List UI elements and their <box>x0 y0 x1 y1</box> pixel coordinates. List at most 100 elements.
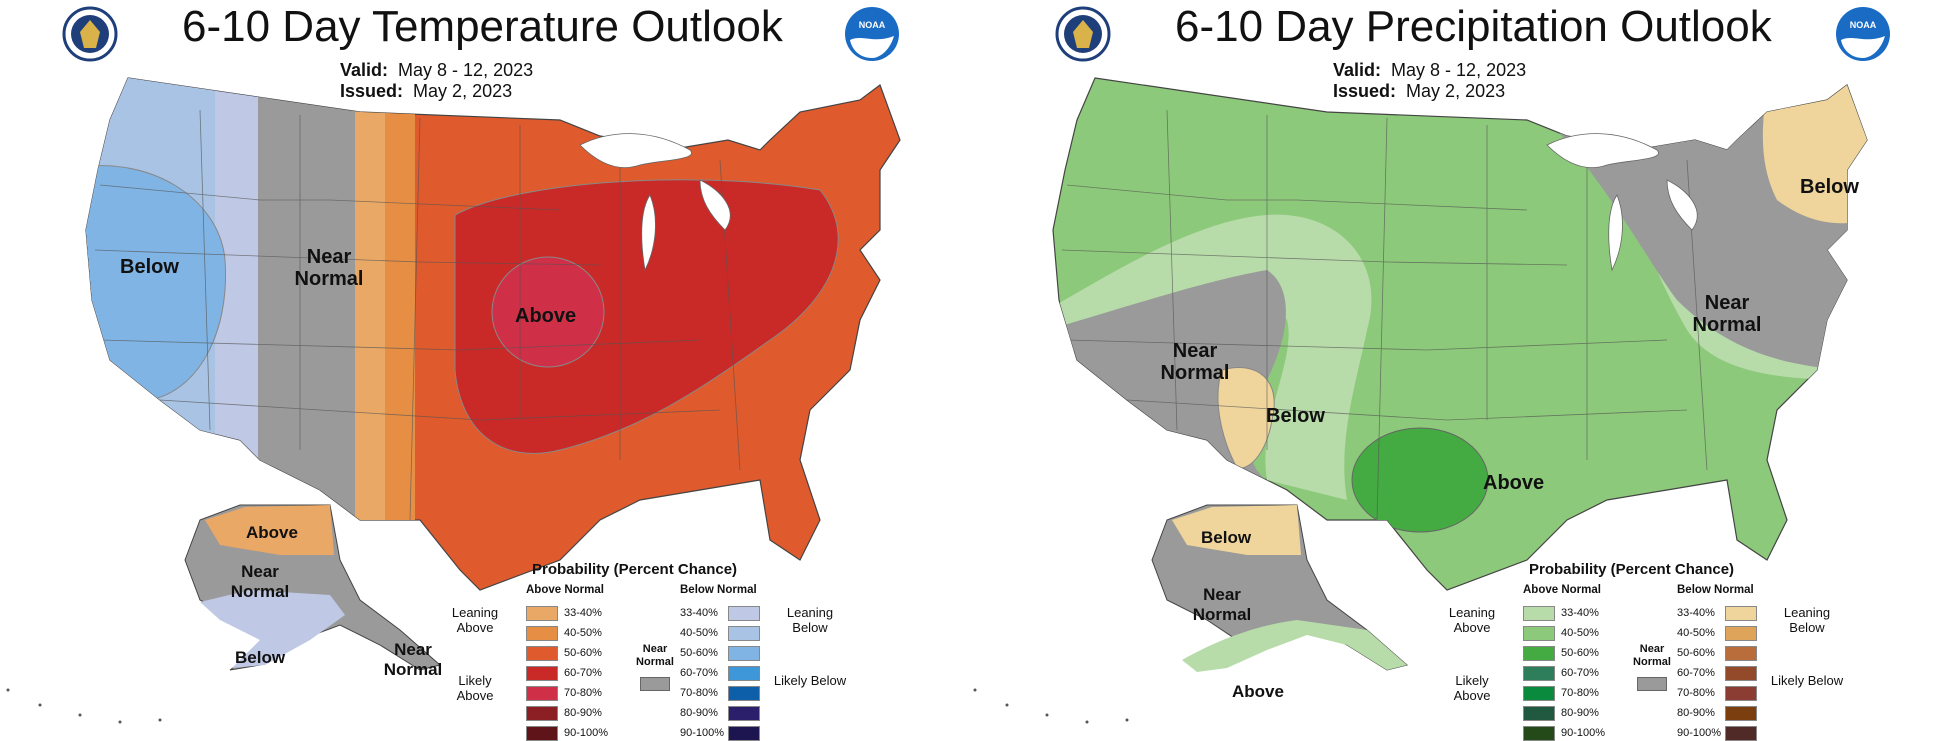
legend-below-row: 90-100% <box>680 725 766 741</box>
legend-above-swatch <box>526 725 558 741</box>
legend-below-range: 70-80% <box>1677 687 1715 699</box>
legend-above-range: 90-100% <box>1561 727 1606 739</box>
legend-below-swatch <box>1725 685 1757 701</box>
legend-leaning-above: Leaning Above <box>1448 605 1496 635</box>
legend-above-row: 80-90% <box>526 705 602 721</box>
region-label-ak-near-normal: Near Normal <box>230 562 290 601</box>
legend-above-row: 50-60% <box>526 645 602 661</box>
noaa-logo-icon: NOAA <box>1836 7 1890 61</box>
region-label-above: Above <box>1483 472 1545 494</box>
legend-likely-below: Likely Below <box>1770 673 1844 688</box>
legend-above-row: 33-40% <box>526 605 602 621</box>
legend-above-range: 33-40% <box>564 607 602 619</box>
legend-above-swatch <box>526 605 558 621</box>
legend-above-header: Above Normal <box>1523 584 1601 596</box>
legend-above-swatch <box>526 625 558 641</box>
legend-below-row: 70-80% <box>1677 685 1763 701</box>
region-label-ak-below: Below <box>235 648 286 667</box>
legend-above-swatch <box>1523 665 1555 681</box>
legend-above-header: Above Normal <box>526 584 604 596</box>
legend-above-row: 33-40% <box>1523 605 1599 621</box>
legend-below-row: 40-50% <box>1677 625 1763 641</box>
legend-below-range: 50-60% <box>1677 647 1715 659</box>
legend-likely-above: Likely Above <box>456 673 494 703</box>
legend-below-row: 80-90% <box>680 705 766 721</box>
legend-below-swatch <box>728 605 760 621</box>
temperature-outlook-panel: NOAA 6-10 Day Temperature Outlook Valid:… <box>0 0 966 741</box>
region-label-above: Above <box>515 305 577 327</box>
legend-leaning-above: Leaning Above <box>451 605 499 635</box>
legend-above-swatch <box>526 645 558 661</box>
legend-leaning-below: Leaning Below <box>786 605 834 635</box>
legend-above-row: 70-80% <box>1523 685 1599 701</box>
region-label-near-normal: Near Normal <box>294 246 364 290</box>
legend-below-row: 60-70% <box>680 665 766 681</box>
valid-issued: Valid: May 8 - 12, 2023 Issued: May 2, 2… <box>340 60 533 102</box>
alaska-region <box>184 504 442 671</box>
region-label-ak-near-normal-se: Near Normal <box>383 640 443 679</box>
legend-above-range: 40-50% <box>1561 627 1599 639</box>
region-label-near-normal-west: Near Normal <box>1160 340 1230 384</box>
svg-text:NOAA: NOAA <box>1850 20 1877 30</box>
region-label-below: Below <box>120 256 179 278</box>
legend-above-swatch <box>526 685 558 701</box>
legend-below-range: 80-90% <box>1677 707 1715 719</box>
legend: Probability (Percent Chance) Above Norma… <box>1437 555 1877 741</box>
map-title: 6-10 Day Temperature Outlook <box>182 2 783 51</box>
legend-below-row: 50-60% <box>1677 645 1763 661</box>
alaska-region <box>1151 504 1409 672</box>
legend-below-range: 40-50% <box>680 627 718 639</box>
valid-label: Valid: <box>340 60 389 80</box>
legend-above-row: 40-50% <box>526 625 602 641</box>
legend-below-range: 60-70% <box>1677 667 1715 679</box>
legend-above-swatch <box>1523 645 1555 661</box>
issued-label: Issued: <box>340 81 404 101</box>
region-label-near-normal-east: Near Normal <box>1692 292 1762 336</box>
legend-above-row: 80-90% <box>1523 705 1599 721</box>
legend-likely-below: Likely Below <box>773 673 847 688</box>
issued-value: May 2, 2023 <box>413 81 513 101</box>
legend-below-range: 50-60% <box>680 647 718 659</box>
legend-title: Probability (Percent Chance) <box>1529 561 1735 578</box>
region-label-ak-above: Above <box>246 523 298 542</box>
legend-below-row: 90-100% <box>1677 725 1763 741</box>
legend-below-range: 33-40% <box>1677 607 1715 619</box>
legend-above-range: 60-70% <box>1561 667 1599 679</box>
legend-below-swatch <box>1725 645 1757 661</box>
legend-above-range: 50-60% <box>1561 647 1599 659</box>
legend-below-swatch <box>1725 705 1757 721</box>
svg-text:NOAA: NOAA <box>859 20 886 30</box>
region-label-ak-below: Below <box>1201 528 1252 547</box>
legend-likely-above: Likely Above <box>1453 673 1491 703</box>
legend-near-normal-swatch <box>640 677 670 691</box>
legend-below-swatch <box>728 685 760 701</box>
legend-below-swatch <box>728 705 760 721</box>
region-label-ak-near-normal: Near Normal <box>1192 585 1252 624</box>
legend-above-swatch <box>1523 625 1555 641</box>
issued-label: Issued: <box>1333 81 1397 101</box>
legend-near-normal: Near Normal <box>636 643 674 668</box>
valid-value: May 8 - 12, 2023 <box>1391 60 1527 80</box>
legend-below-swatch <box>1725 605 1757 621</box>
legend-title: Probability (Percent Chance) <box>532 561 738 578</box>
valid-issued: Valid: May 8 - 12, 2023 Issued: May 2, 2… <box>1333 60 1526 102</box>
legend-above-range: 80-90% <box>1561 707 1599 719</box>
legend-below-row: 40-50% <box>680 625 766 641</box>
legend-below-header: Below Normal <box>680 584 757 596</box>
doc-seal-icon <box>1055 6 1111 62</box>
legend-above-range: 70-80% <box>1561 687 1599 699</box>
region-label-below-sw: Below <box>1266 405 1325 427</box>
legend-below-swatch <box>728 665 760 681</box>
legend-above-row: 70-80% <box>526 685 602 701</box>
legend-below-range: 90-100% <box>1677 727 1722 739</box>
legend-below-range: 70-80% <box>680 687 718 699</box>
legend-above-range: 70-80% <box>564 687 602 699</box>
legend-above-range: 90-100% <box>564 727 609 739</box>
legend-above-row: 50-60% <box>1523 645 1599 661</box>
precipitation-outlook-panel: NOAA 6-10 Day Precipitation Outlook Vali… <box>967 0 1933 741</box>
legend-above-range: 40-50% <box>564 627 602 639</box>
legend-above-range: 80-90% <box>564 707 602 719</box>
legend-above-swatch <box>526 665 558 681</box>
legend-below-swatch <box>1725 725 1757 741</box>
legend-above-range: 50-60% <box>564 647 602 659</box>
